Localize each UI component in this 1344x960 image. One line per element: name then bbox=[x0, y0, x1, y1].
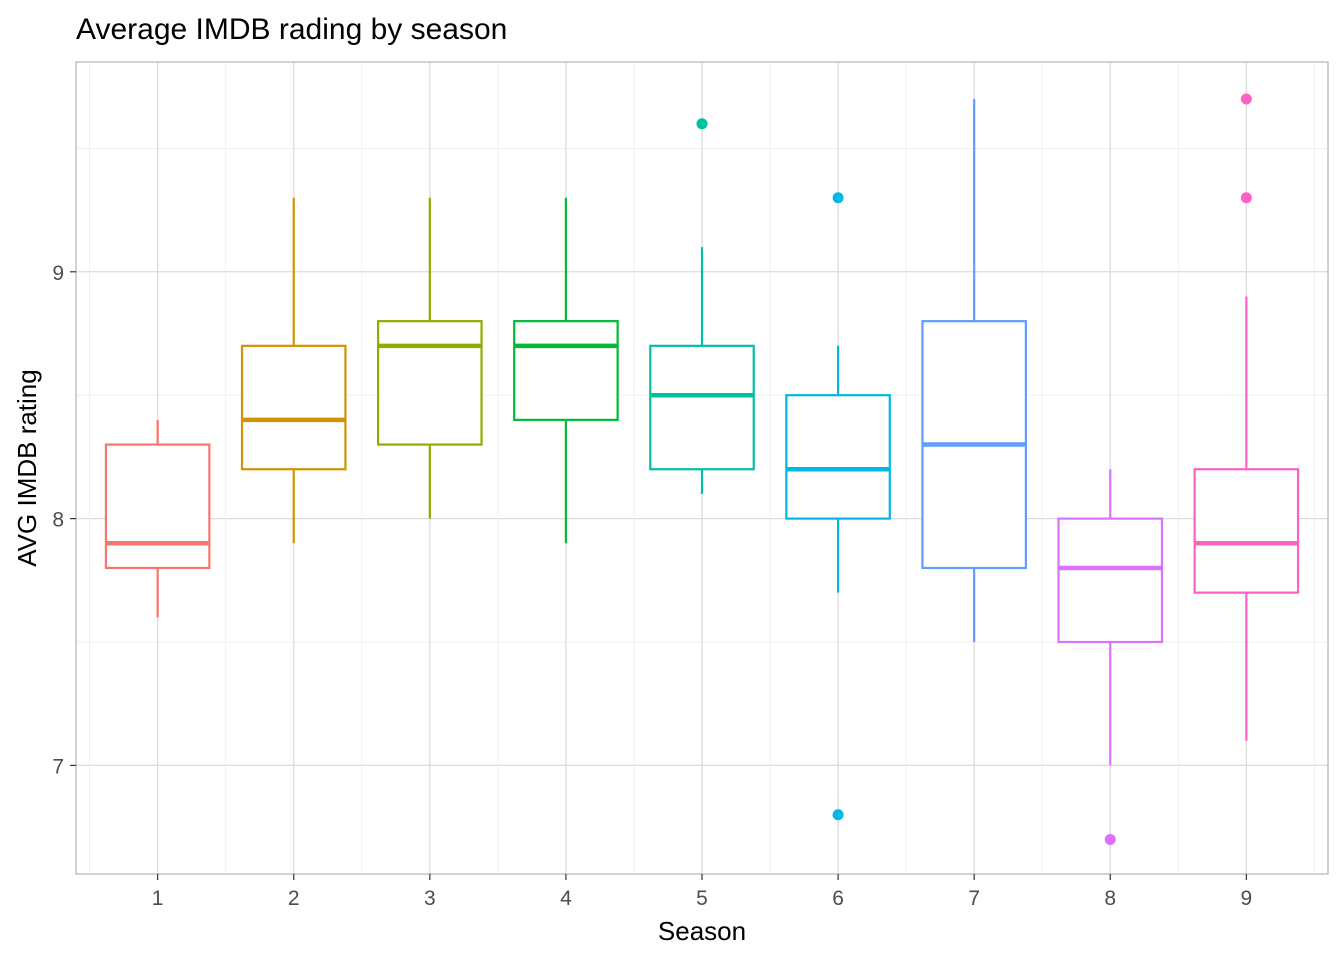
box-season-7 bbox=[921, 99, 1027, 642]
x-tick-label: 8 bbox=[1104, 887, 1116, 910]
y-tick-label: 9 bbox=[52, 262, 64, 285]
y-tick-label: 7 bbox=[52, 755, 64, 778]
box bbox=[785, 394, 891, 520]
outlier-point bbox=[696, 118, 708, 130]
box-season-3 bbox=[377, 197, 483, 519]
box bbox=[513, 320, 619, 421]
y-axis-label: AVG IMDB rating bbox=[12, 369, 42, 566]
box-season-5 bbox=[649, 118, 755, 494]
box bbox=[1057, 517, 1164, 644]
outlier-point bbox=[832, 192, 844, 204]
box-season-6 bbox=[785, 192, 891, 821]
x-tick-label: 3 bbox=[424, 887, 436, 910]
x-tick-label: 6 bbox=[832, 887, 844, 910]
x-axis-label: Season bbox=[658, 916, 746, 946]
outlier-point bbox=[832, 809, 844, 821]
box-season-1 bbox=[104, 419, 211, 618]
box bbox=[1193, 468, 1300, 594]
x-tick-label: 7 bbox=[968, 887, 980, 910]
chart-title: Average IMDB rading by season bbox=[76, 13, 507, 46]
box-season-9 bbox=[1193, 93, 1300, 741]
boxes bbox=[104, 93, 1300, 845]
x-tick-label: 2 bbox=[288, 887, 300, 910]
box bbox=[649, 344, 755, 471]
x-tick-label: 4 bbox=[560, 887, 572, 910]
box-season-4 bbox=[513, 197, 619, 544]
box bbox=[104, 443, 211, 570]
outlier-point bbox=[1240, 192, 1252, 204]
outlier-point bbox=[1240, 93, 1252, 105]
x-tick-label: 5 bbox=[696, 887, 708, 910]
box bbox=[377, 320, 483, 446]
x-axis: 1 2 3 4 5 6 7 8 9 bbox=[152, 874, 1252, 910]
box-season-8 bbox=[1057, 469, 1164, 845]
y-tick-label: 8 bbox=[52, 509, 64, 532]
x-tick-label: 1 bbox=[152, 887, 164, 910]
outlier-point bbox=[1104, 833, 1116, 845]
x-tick-label: 9 bbox=[1241, 887, 1253, 910]
box-season-2 bbox=[240, 197, 347, 544]
y-axis: 7 8 9 bbox=[52, 262, 76, 778]
box bbox=[240, 344, 347, 471]
